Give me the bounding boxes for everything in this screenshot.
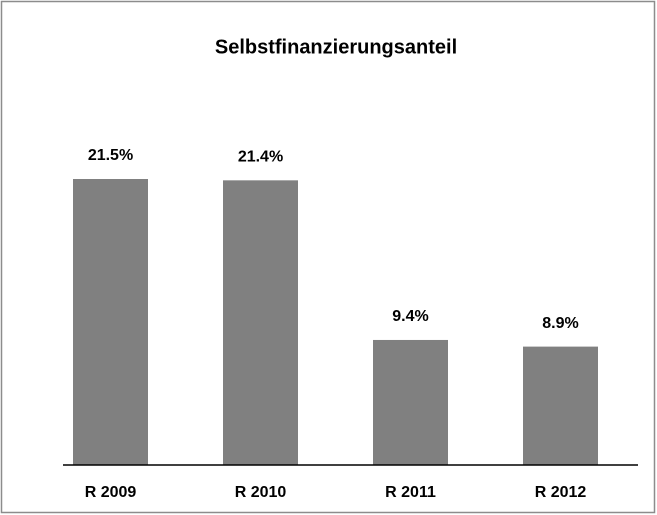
value-label: 21.4%	[238, 149, 283, 166]
value-label: 21.5%	[88, 147, 133, 164]
value-label: 8.9%	[542, 315, 578, 332]
bar	[523, 346, 598, 465]
x-tick-label: R 2011	[385, 484, 436, 501]
bar	[73, 179, 148, 465]
value-label: 9.4%	[392, 308, 428, 325]
x-tick-label: R 2009	[85, 484, 137, 501]
chart-title: Selbstfinanzierungsanteil	[215, 36, 457, 58]
bar	[373, 339, 448, 465]
bar	[223, 180, 298, 465]
x-tick-label: R 2010	[235, 484, 287, 501]
x-tick-label: R 2012	[535, 484, 587, 501]
